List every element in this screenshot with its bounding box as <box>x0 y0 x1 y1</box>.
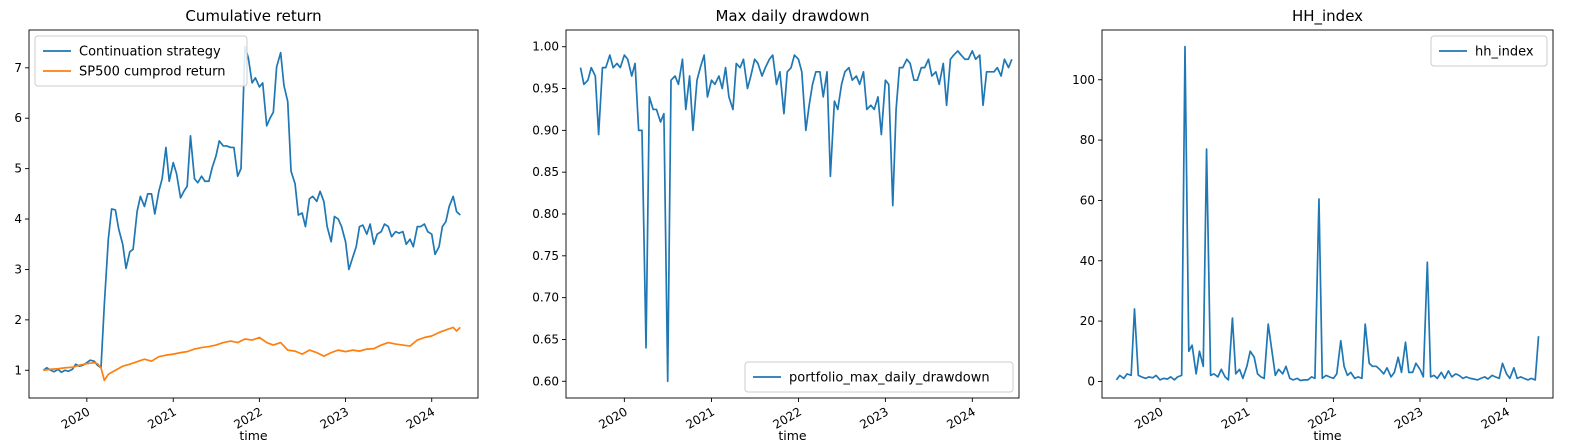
y-tick-label: 4 <box>14 212 22 226</box>
x-axis-label: time <box>778 428 807 441</box>
series-line-1 <box>42 45 461 374</box>
y-tick-label: 80 <box>1080 133 1095 147</box>
y-tick-label: 1.00 <box>532 40 559 54</box>
legend: Continuation strategy SP500 cumprod retur… <box>34 35 248 87</box>
y-tick-label: 0.95 <box>532 82 559 96</box>
y-tick-label: 0.65 <box>532 332 559 346</box>
y-tick-label: 0.70 <box>532 291 559 305</box>
y-tick-label: 20 <box>1080 314 1095 328</box>
y-tick-label: 7 <box>14 61 22 75</box>
y-tick-label: 60 <box>1080 193 1095 207</box>
series-line-2 <box>43 326 461 382</box>
y-tick-label: 100 <box>1072 73 1095 87</box>
plot-frame <box>1101 29 1554 399</box>
x-axis-label: time <box>1313 428 1342 441</box>
chart-title: HH_index <box>1292 7 1363 26</box>
y-tick-label: 6 <box>14 111 22 125</box>
y-tick-label: 3 <box>14 262 22 276</box>
y-tick-label: 0.60 <box>532 374 559 388</box>
chart-title: Cumulative return <box>185 7 321 25</box>
y-tick-label: 0.90 <box>532 123 559 137</box>
legend-box <box>744 361 1014 393</box>
legend-box <box>34 35 248 87</box>
x-axis-label: time <box>239 428 268 441</box>
y-tick-label: 0 <box>1087 374 1095 388</box>
chart-title: Max daily drawdown <box>715 7 869 25</box>
series-line-1 <box>1115 45 1540 382</box>
legend-label: Continuation strategy <box>79 45 221 60</box>
y-tick-label: 0.80 <box>532 207 559 221</box>
legend-label: hh_index <box>1475 45 1534 60</box>
legend-label: portfolio_max_daily_drawdown <box>789 371 990 386</box>
chart-2: Max daily drawdown 0.60 0.65 0.70 0.75 0.80 0.… <box>532 7 1020 441</box>
series-line-1 <box>579 50 1013 383</box>
plot-frame <box>28 29 479 399</box>
legend-label: SP500 cumprod return <box>79 65 226 80</box>
y-tick-label: 1 <box>14 363 22 377</box>
y-tick-label: 0.85 <box>532 165 559 179</box>
legend: hh_index <box>1430 35 1548 67</box>
y-tick-label: 2 <box>14 313 22 327</box>
y-tick-label: 40 <box>1080 254 1095 268</box>
legend-box <box>1430 35 1548 67</box>
y-tick-label: 0.75 <box>532 249 559 263</box>
legend: portfolio_max_daily_drawdown <box>744 361 1014 393</box>
y-tick-label: 5 <box>14 162 22 176</box>
